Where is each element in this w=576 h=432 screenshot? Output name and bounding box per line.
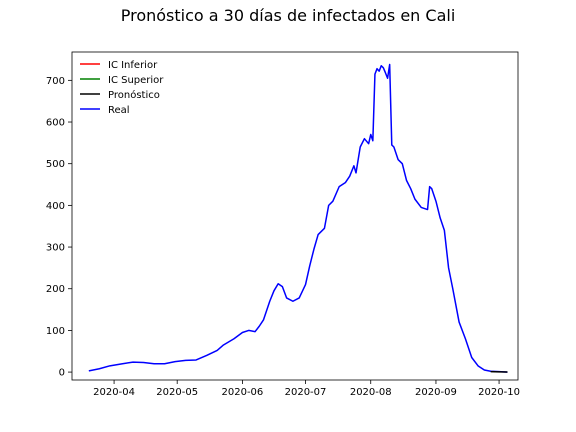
legend-label: IC Inferior [108,60,158,71]
x-axis: 2020-04 2020-05 2020-06 2020-07 2020-08 2020-… [93,380,520,398]
chart-title: Pronóstico a 30 días de infectados en Ca… [121,6,456,25]
x-tick-label: 2020-05 [156,387,198,398]
y-tick-label: 300 [46,243,65,254]
x-tick-label: 2020-10 [478,387,520,398]
y-tick-label: 400 [46,201,65,212]
plot-area [88,63,508,373]
x-tick-label: 2020-09 [415,387,457,398]
y-tick-label: 600 [46,118,65,129]
x-tick-label: 2020-04 [93,387,135,398]
y-tick-label: 100 [46,326,65,337]
y-tick-label: 500 [46,159,65,170]
x-tick-label: 2020-07 [285,387,327,398]
x-tick-label: 2020-06 [222,387,264,398]
y-axis: 0 100 200 300 400 500 600 700 [46,76,72,379]
y-tick-label: 0 [59,368,65,379]
y-tick-label: 200 [46,284,65,295]
axes-frame [71,51,519,381]
legend-label: Real [108,105,130,116]
series-line-real [88,63,508,373]
legend-label: Pronóstico [108,89,160,101]
legend: IC Inferior IC Superior Pronóstico Real [80,60,164,116]
x-tick-label: 2020-08 [350,387,392,398]
y-tick-label: 700 [46,76,65,87]
legend-label: IC Superior [108,75,164,86]
